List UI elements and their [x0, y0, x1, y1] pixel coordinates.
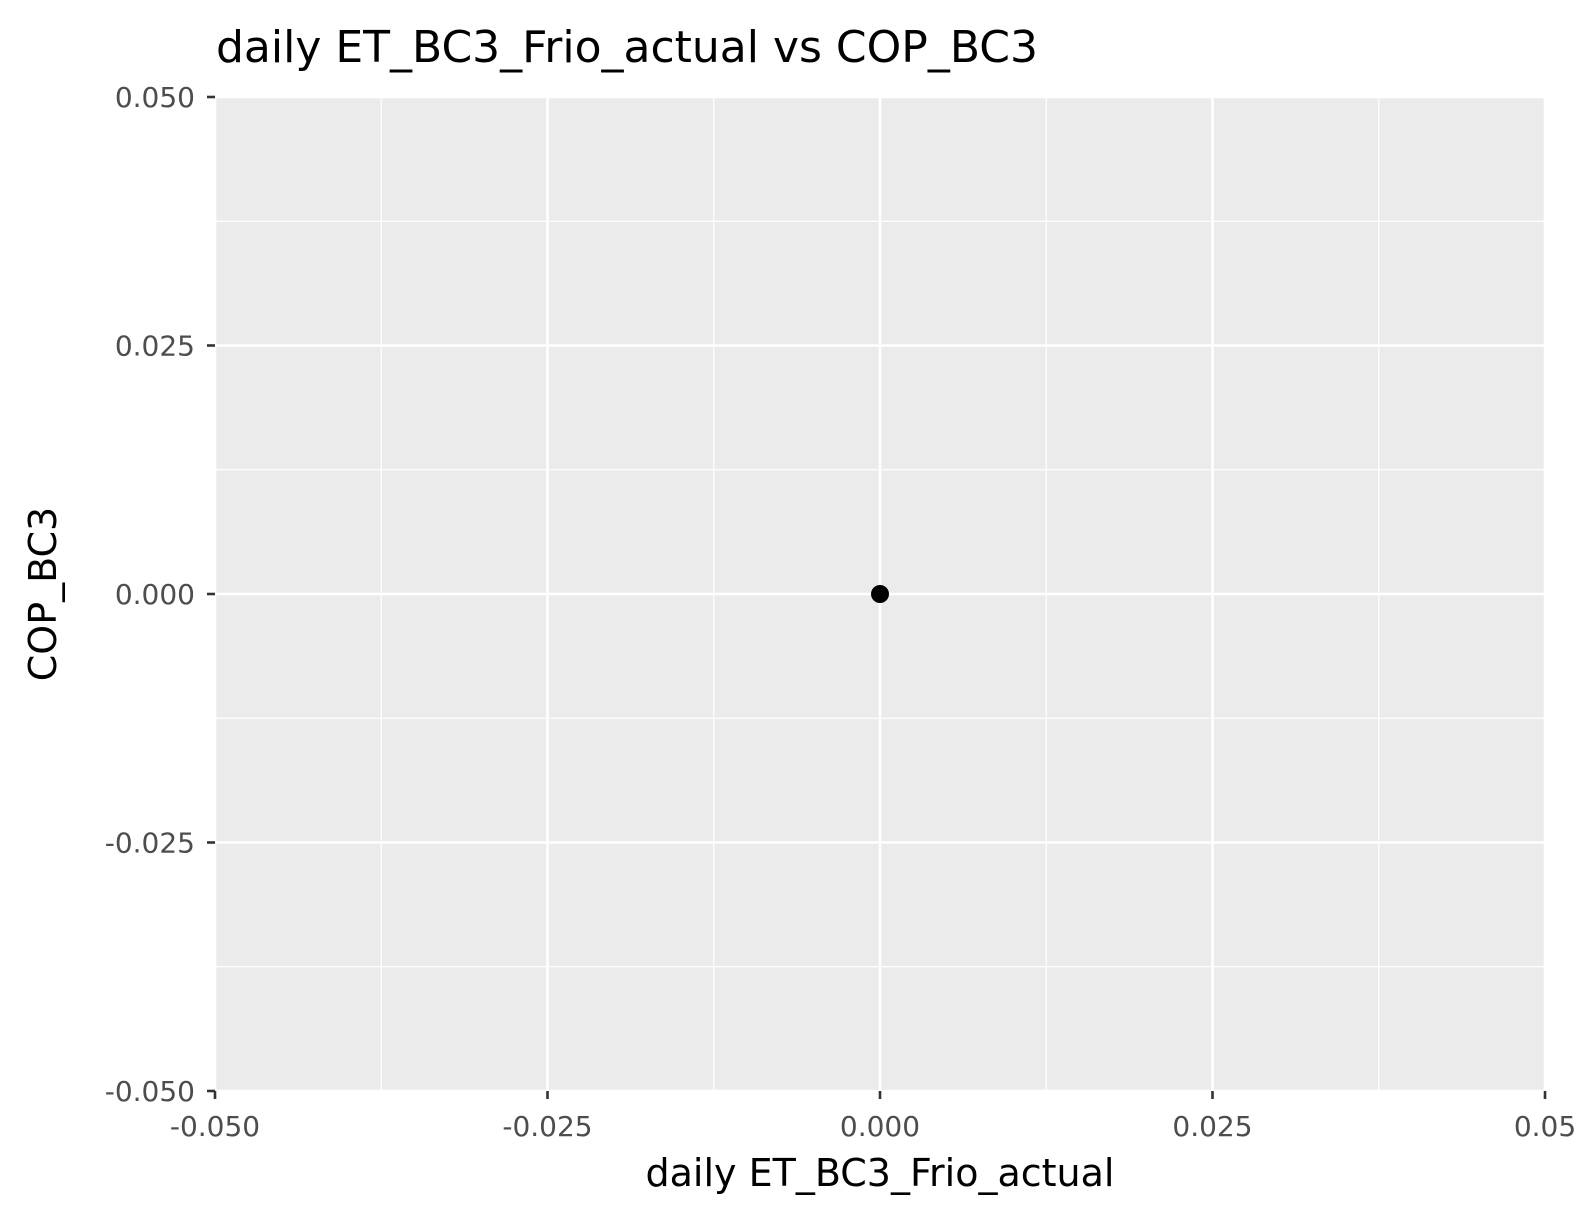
x-tick-label: -0.025: [502, 1110, 592, 1143]
x-tick-label: 0.000: [840, 1110, 920, 1143]
y-tick-label: 0.000: [115, 578, 195, 611]
y-tick-label: 0.025: [115, 330, 195, 363]
y-tick-label: -0.025: [105, 827, 195, 860]
y-axis-title: COP_BC3: [21, 507, 65, 681]
x-axis: -0.050 -0.025 0.000 0.025 0.05: [170, 1091, 1576, 1143]
x-tick-label: -0.050: [170, 1110, 260, 1143]
y-axis: -0.050 -0.025 0.000 0.025 0.050: [105, 81, 215, 1108]
chart-title: daily ET_BC3_Frio_actual vs COP_BC3: [216, 22, 1038, 73]
y-tick-label: -0.050: [105, 1075, 195, 1108]
data-point: [871, 585, 889, 603]
x-axis-title: daily ET_BC3_Frio_actual: [646, 1151, 1115, 1195]
y-tick-label: 0.050: [115, 81, 195, 114]
data-points: [871, 585, 889, 603]
x-tick-label: 0.05: [1514, 1110, 1576, 1143]
x-tick-label: 0.025: [1172, 1110, 1252, 1143]
